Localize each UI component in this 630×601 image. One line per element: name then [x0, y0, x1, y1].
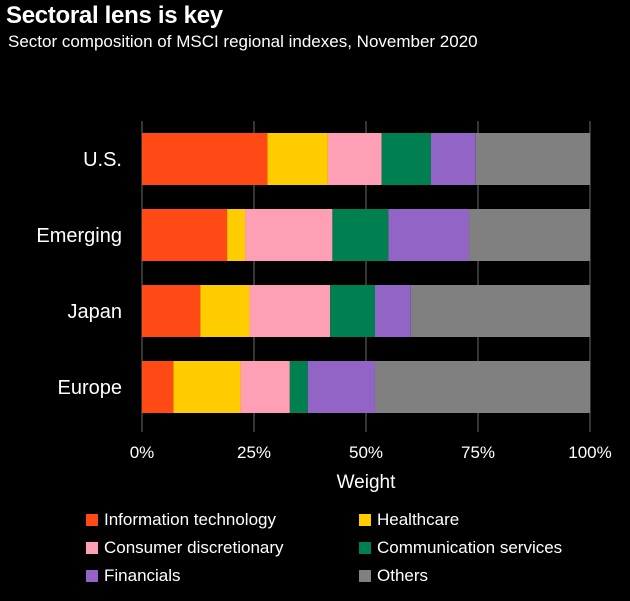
legend-label: Consumer discretionary [104, 538, 284, 557]
bar-segment [173, 361, 241, 413]
x-tick-label: 0% [130, 443, 155, 462]
bar-segment [142, 361, 174, 413]
legend-item: Information technology [86, 510, 276, 530]
bar-segment [381, 133, 431, 185]
legend-item: Financials [86, 566, 181, 586]
bar-segment [142, 285, 201, 337]
legend-swatch [359, 542, 371, 554]
chart-title: Sectoral lens is key [6, 2, 223, 29]
category-label: Emerging [36, 225, 122, 247]
legend-swatch [86, 514, 98, 526]
bar-segment [330, 285, 375, 337]
legend-swatch [86, 542, 98, 554]
bar-segment [142, 133, 268, 185]
bar-segment [430, 133, 476, 185]
legend-swatch [86, 570, 98, 582]
bar-segment [332, 209, 389, 261]
legend-label: Healthcare [377, 510, 460, 529]
category-label: Japan [68, 301, 123, 323]
bar-segment [245, 209, 333, 261]
legend-label: Financials [104, 566, 181, 585]
x-tick-label: 50% [349, 443, 383, 462]
bar-segment [475, 133, 590, 185]
bar-segment [249, 285, 331, 337]
bar-segment [267, 133, 328, 185]
category-label: Europe [58, 377, 123, 399]
legend-swatch [359, 514, 371, 526]
chart-subtitle: Sector composition of MSCI regional inde… [8, 32, 478, 51]
category-label: U.S. [83, 149, 122, 171]
bar-segment [142, 209, 228, 261]
bar-segment [240, 361, 290, 413]
bar-segment [388, 209, 470, 261]
x-tick-label: 100% [568, 443, 611, 462]
legend-item: Others [359, 566, 428, 586]
bar-segment [289, 361, 308, 413]
axis-labels: 0% 25% 50% 75% 100% Weight U.S. Emerging Japan Eu… [36, 149, 611, 493]
x-tick-label: 75% [461, 443, 495, 462]
legend-label: Communication services [377, 538, 563, 557]
bar-segment [469, 209, 590, 261]
bar-segment [327, 133, 382, 185]
legend-item: Consumer discretionary [86, 538, 284, 558]
bar-segment [410, 285, 590, 337]
bar-segment [200, 285, 250, 337]
bar-segment [227, 209, 246, 261]
legend-item: Healthcare [359, 510, 459, 530]
bars [142, 133, 590, 413]
bar-segment [374, 285, 411, 337]
legend-label: Others [377, 566, 429, 585]
legend-item: Communication services [359, 538, 562, 558]
legend-label: Information technology [104, 510, 276, 529]
x-tick-label: 25% [237, 443, 271, 462]
bar-segment [374, 361, 590, 413]
bar-segment [307, 361, 375, 413]
legend-swatch [359, 570, 371, 582]
x-axis-title: Weight [337, 472, 397, 493]
